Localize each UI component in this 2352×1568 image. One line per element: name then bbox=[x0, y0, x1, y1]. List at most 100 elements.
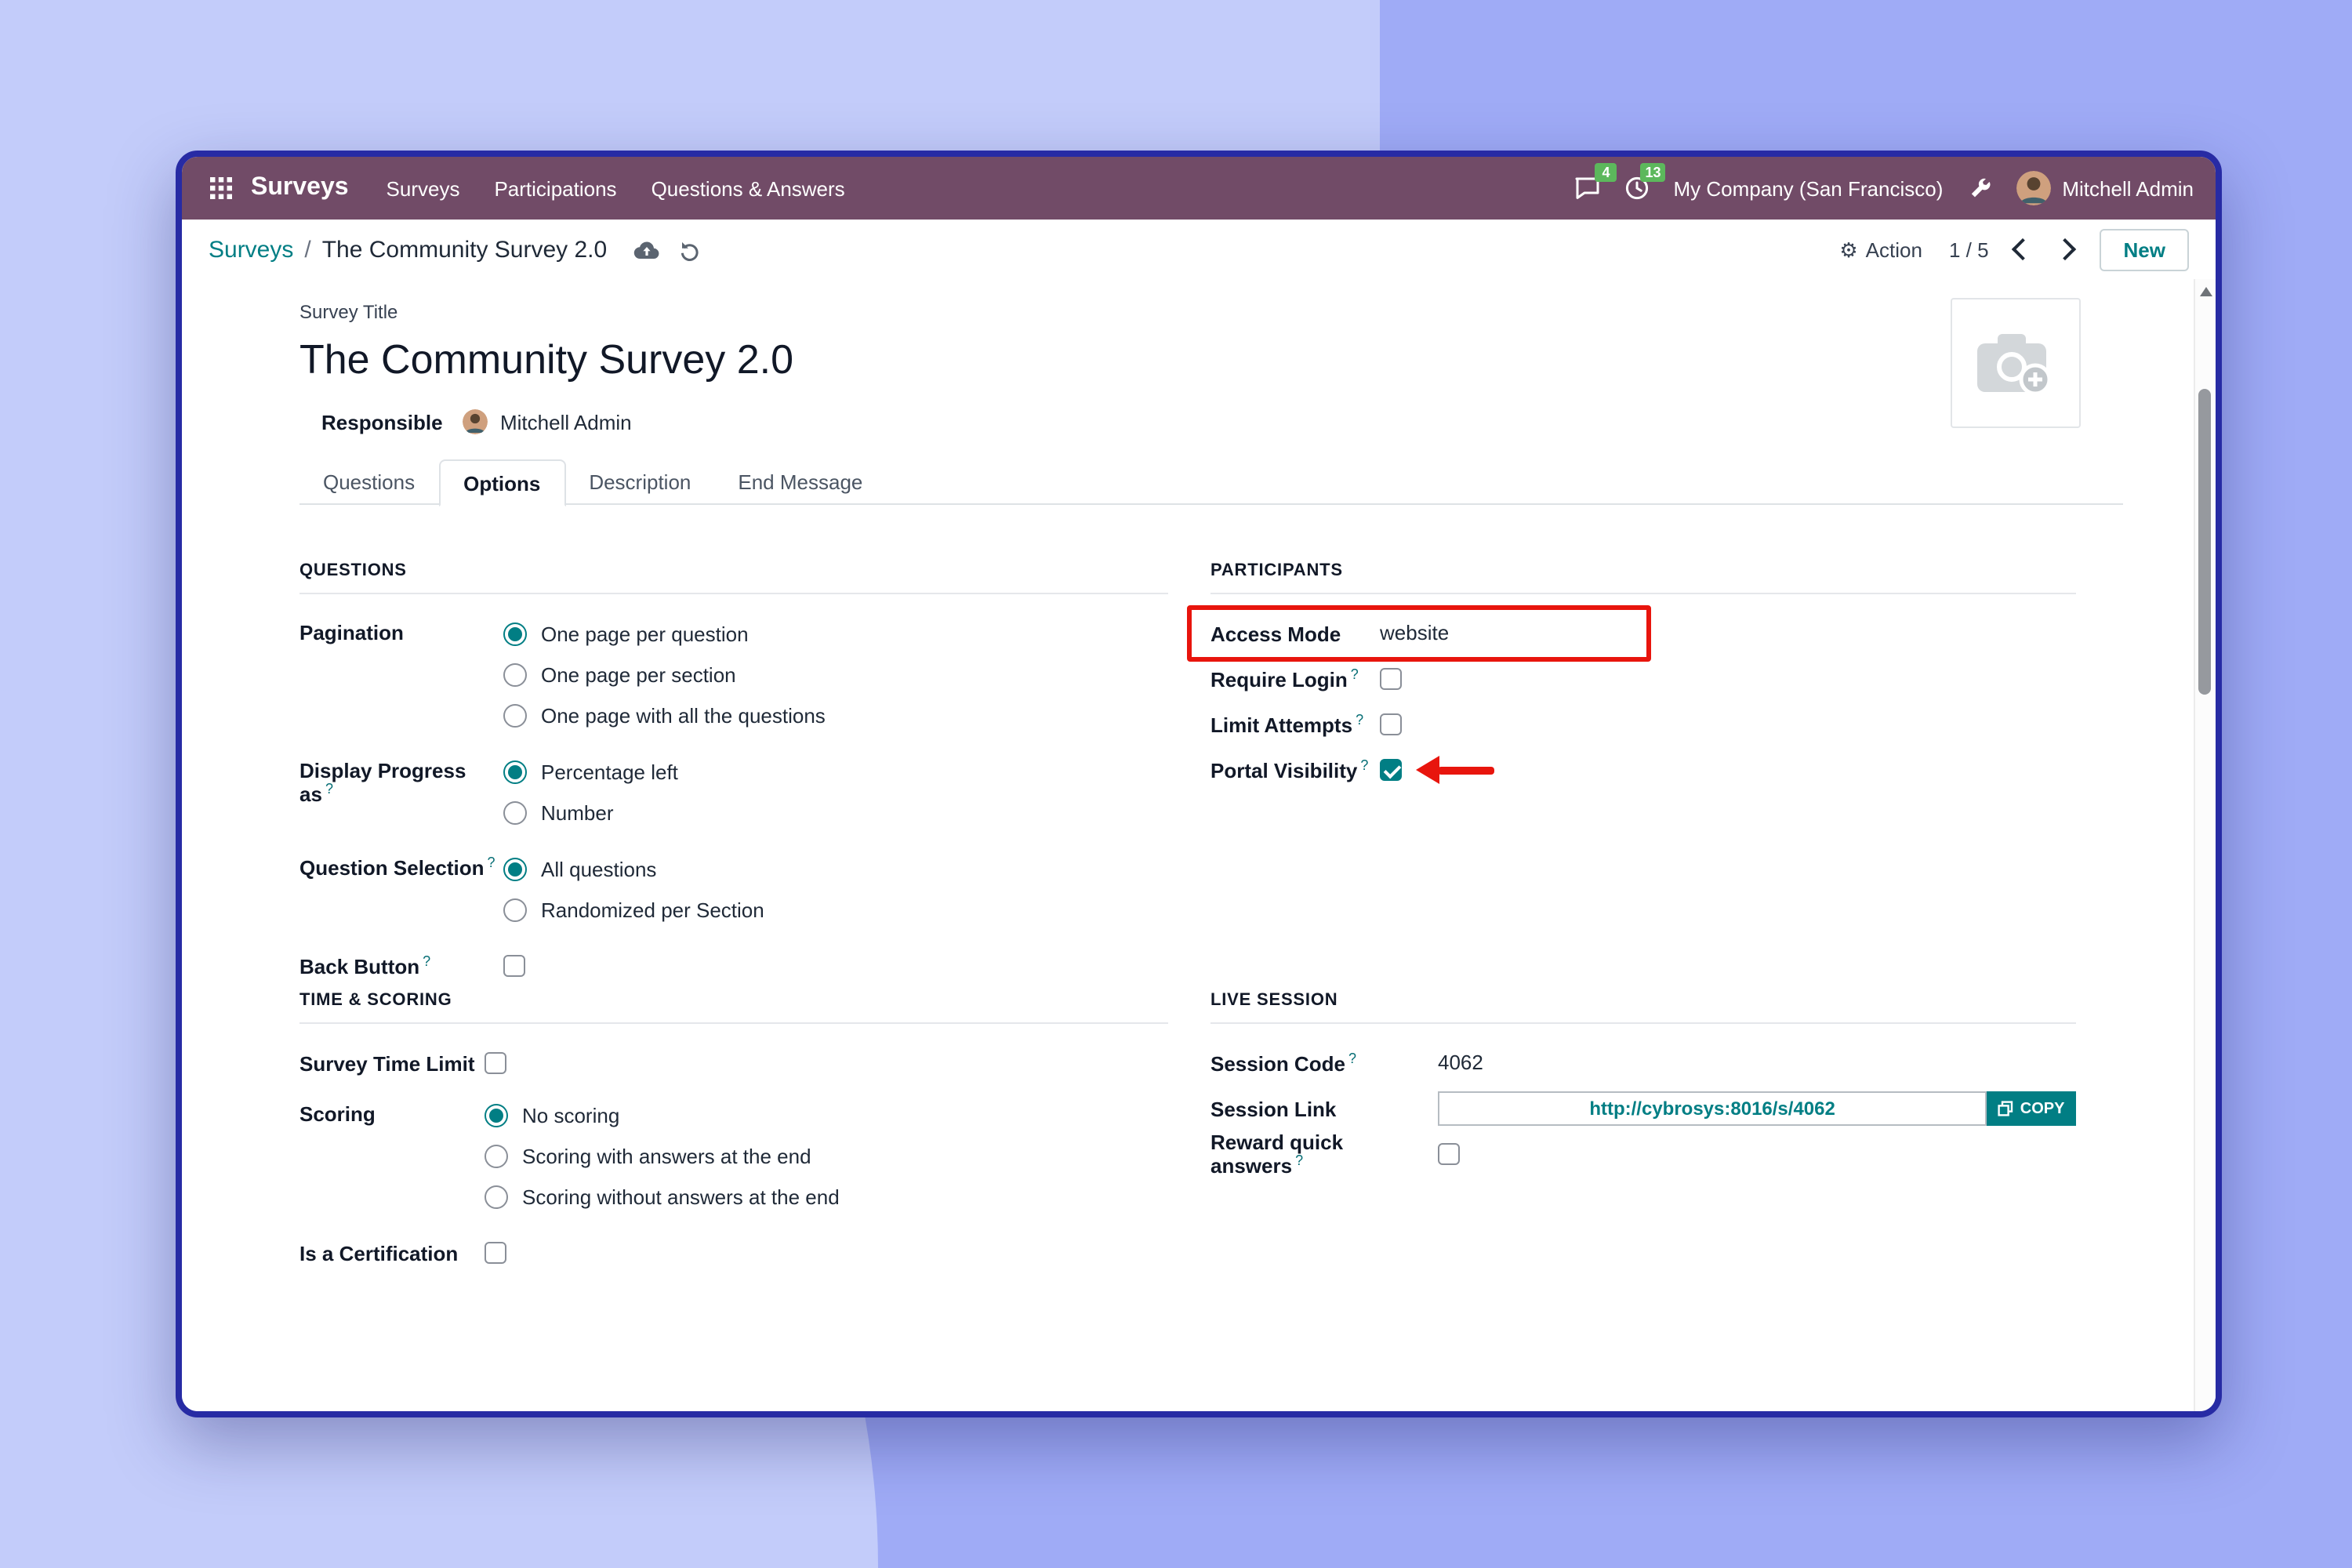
vertical-scrollbar[interactable] bbox=[2194, 279, 2216, 1411]
radio-icon[interactable] bbox=[503, 760, 527, 783]
radio-icon[interactable] bbox=[503, 622, 527, 645]
menu-participations[interactable]: Participations bbox=[494, 176, 617, 200]
radio-one-page-per-section[interactable]: One page per section bbox=[503, 654, 826, 695]
activities-clock-icon[interactable]: 13 bbox=[1624, 163, 1666, 201]
reward-quick-answers-checkbox[interactable] bbox=[1438, 1143, 1460, 1165]
require-login-field: Require Login? bbox=[1210, 659, 2076, 699]
tab-options[interactable]: Options bbox=[438, 459, 566, 506]
radio-icon[interactable] bbox=[503, 662, 527, 686]
session-link-field: Session Link http://cybrosys:8016/s/4062… bbox=[1210, 1088, 2076, 1129]
portal-visibility-checkbox[interactable] bbox=[1380, 759, 1402, 781]
help-marker: ? bbox=[1360, 757, 1369, 772]
radio-icon[interactable] bbox=[503, 857, 527, 880]
back-button-label: Back Button? bbox=[299, 953, 431, 978]
limit-attempts-checkbox[interactable] bbox=[1380, 713, 1402, 735]
scoring-field: Scoring No scoring Scoring with answers … bbox=[299, 1094, 1168, 1217]
radio-randomized-per-section[interactable]: Randomized per Section bbox=[503, 889, 764, 930]
radio-icon[interactable] bbox=[485, 1185, 508, 1208]
radio-icon[interactable] bbox=[485, 1103, 508, 1127]
radio-label: No scoring bbox=[522, 1103, 620, 1127]
survey-image-upload[interactable] bbox=[1951, 298, 2081, 428]
help-marker: ? bbox=[1356, 711, 1364, 727]
options-grid: QUESTIONS Pagination One page per questi… bbox=[299, 561, 2216, 1278]
action-menu-button[interactable]: ⚙ Action bbox=[1839, 238, 1922, 261]
company-switcher[interactable]: My Company (San Francisco) bbox=[1673, 176, 1944, 200]
survey-time-limit-checkbox[interactable] bbox=[485, 1052, 506, 1074]
help-marker: ? bbox=[1348, 1050, 1356, 1065]
survey-time-limit-field: Survey Time Limit bbox=[299, 1043, 1168, 1083]
survey-title-label: Survey Title bbox=[299, 301, 398, 323]
annotation-arrow-line bbox=[1438, 767, 1494, 775]
breadcrumb-current: The Community Survey 2.0 bbox=[321, 236, 608, 263]
tab-description[interactable]: Description bbox=[589, 470, 691, 494]
radio-label: One page with all the questions bbox=[541, 703, 826, 727]
control-panel-right: ⚙ Action 1 / 5 New bbox=[1839, 228, 2189, 270]
activities-badge: 13 bbox=[1640, 163, 1666, 182]
scrollbar-up-arrow-icon[interactable] bbox=[2199, 287, 2212, 296]
question-selection-label: Question Selection? bbox=[299, 855, 495, 880]
access-mode-value[interactable]: website bbox=[1380, 621, 1450, 644]
radio-no-scoring[interactable]: No scoring bbox=[485, 1094, 840, 1135]
session-code-label: Session Code? bbox=[1210, 1050, 1356, 1075]
radio-percentage-left[interactable]: Percentage left bbox=[503, 751, 678, 792]
reward-quick-answers-label: Reward quick answers? bbox=[1210, 1131, 1344, 1178]
radio-icon[interactable] bbox=[485, 1144, 508, 1167]
radio-label: Percentage left bbox=[541, 760, 678, 783]
save-cloud-icon[interactable] bbox=[633, 239, 660, 260]
breadcrumb-surveys-link[interactable]: Surveys bbox=[209, 236, 294, 263]
form-view: Survey Title The Community Survey 2.0 Re… bbox=[182, 279, 2216, 1411]
camera-placeholder-icon bbox=[1976, 333, 2051, 395]
new-button[interactable]: New bbox=[2100, 228, 2189, 270]
limit-attempts-label: Limit Attempts? bbox=[1210, 711, 1364, 736]
require-login-label: Require Login? bbox=[1210, 666, 1359, 691]
back-button-checkbox[interactable] bbox=[503, 955, 525, 977]
discard-undo-icon[interactable] bbox=[677, 238, 701, 261]
responsible-label: Responsible bbox=[321, 410, 443, 434]
radio-icon[interactable] bbox=[503, 898, 527, 921]
messages-icon[interactable]: 4 bbox=[1574, 163, 1617, 201]
app-title[interactable]: Surveys bbox=[251, 174, 349, 201]
radio-icon[interactable] bbox=[503, 703, 527, 727]
help-marker: ? bbox=[1295, 1152, 1304, 1168]
pager-next-icon[interactable] bbox=[2054, 238, 2077, 261]
tab-end-message[interactable]: End Message bbox=[738, 470, 863, 494]
responsible-value[interactable]: Mitchell Admin bbox=[500, 410, 632, 434]
scrollbar-thumb[interactable] bbox=[2198, 389, 2211, 695]
radio-scoring-with-answers[interactable]: Scoring with answers at the end bbox=[485, 1135, 840, 1176]
tab-questions[interactable]: Questions bbox=[323, 470, 416, 494]
reward-quick-answers-field: Reward quick answers? bbox=[1210, 1131, 2076, 1178]
radio-scoring-without-answers[interactable]: Scoring without answers at the end bbox=[485, 1176, 840, 1217]
pager-previous-icon[interactable] bbox=[2012, 238, 2034, 261]
menu-questions-answers[interactable]: Questions & Answers bbox=[651, 176, 845, 200]
radio-number[interactable]: Number bbox=[503, 792, 678, 833]
session-link-value[interactable]: http://cybrosys:8016/s/4062 bbox=[1438, 1091, 1987, 1126]
display-progress-label: Display Progress as? bbox=[299, 759, 466, 806]
back-button-field: Back Button? bbox=[299, 946, 1168, 986]
radio-label: Number bbox=[541, 800, 614, 824]
session-code-value[interactable]: 4062 bbox=[1438, 1051, 1483, 1074]
questions-section: QUESTIONS Pagination One page per questi… bbox=[299, 561, 1168, 991]
responsible-field: Responsible Mitchell Admin bbox=[321, 408, 2216, 436]
apps-grid-icon[interactable] bbox=[204, 171, 238, 205]
responsible-avatar bbox=[463, 409, 488, 434]
debug-tools-icon[interactable] bbox=[1966, 176, 1993, 201]
user-menu[interactable]: Mitchell Admin bbox=[2016, 171, 2194, 205]
time-scoring-section: TIME & SCORING Survey Time Limit Scoring… bbox=[299, 991, 1168, 1278]
survey-title-value[interactable]: The Community Survey 2.0 bbox=[299, 336, 794, 383]
pagination-label: Pagination bbox=[299, 621, 404, 644]
radio-label: Scoring with answers at the end bbox=[522, 1144, 811, 1167]
menu-surveys[interactable]: Surveys bbox=[386, 176, 460, 200]
survey-time-limit-label: Survey Time Limit bbox=[299, 1051, 475, 1075]
is-certification-checkbox[interactable] bbox=[485, 1242, 506, 1264]
radio-label: Randomized per Section bbox=[541, 898, 764, 921]
radio-one-page-per-question[interactable]: One page per question bbox=[503, 613, 826, 654]
odoo-surveys-window: Surveys Surveys Participations Questions… bbox=[176, 151, 2222, 1417]
gear-icon: ⚙ bbox=[1839, 238, 1858, 261]
require-login-checkbox[interactable] bbox=[1380, 668, 1402, 690]
question-selection-field: Question Selection? All questions Random… bbox=[299, 848, 1168, 930]
radio-one-page-all-questions[interactable]: One page with all the questions bbox=[503, 695, 826, 735]
copy-button[interactable]: COPY bbox=[1987, 1091, 2076, 1126]
radio-all-questions[interactable]: All questions bbox=[503, 848, 764, 889]
radio-label: All questions bbox=[541, 857, 657, 880]
radio-icon[interactable] bbox=[503, 800, 527, 824]
